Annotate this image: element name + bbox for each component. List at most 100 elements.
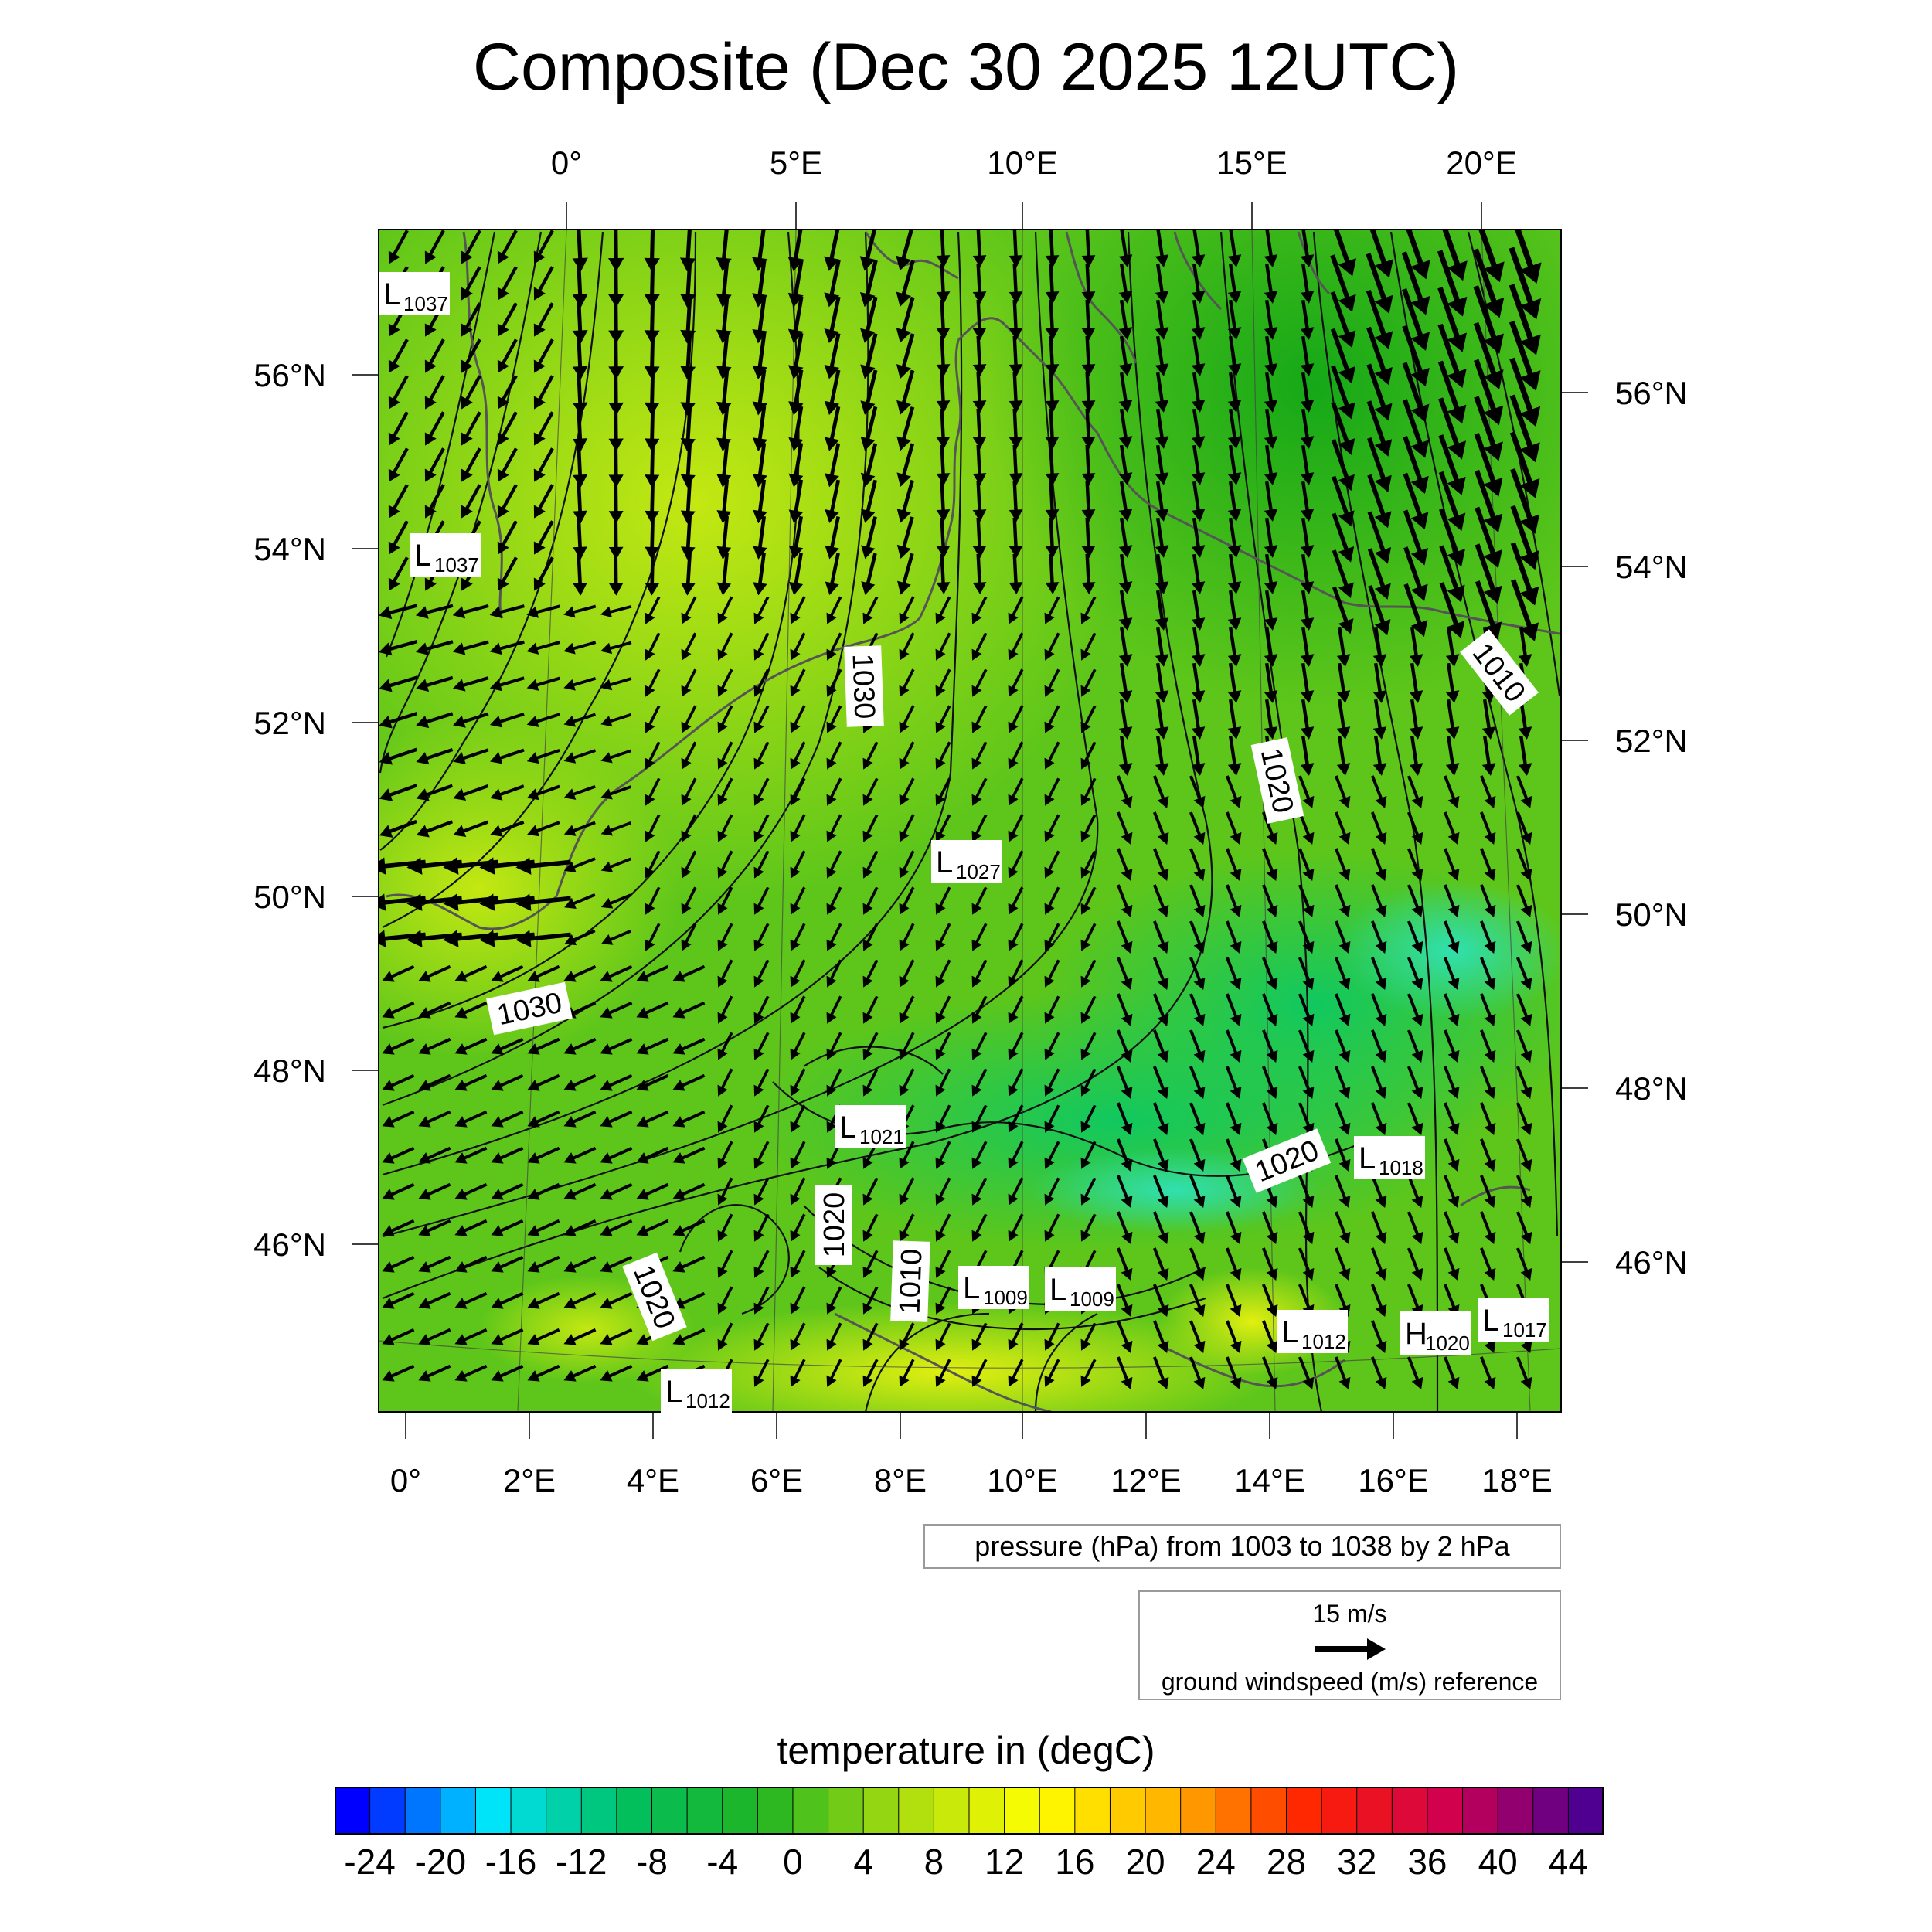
wind-arrow (1225, 1029, 1242, 1063)
wind-arrow (1406, 775, 1423, 809)
wind-arrow (1370, 884, 1387, 918)
wind-arrow (1261, 1066, 1278, 1100)
wind-arrow (1475, 543, 1502, 604)
wind-arrow (681, 705, 697, 733)
wind-arrow (972, 263, 987, 304)
wind-arrow (716, 442, 732, 488)
wind-arrow (899, 1068, 915, 1097)
wind-arrow (1403, 583, 1428, 638)
wind-arrow (600, 857, 631, 872)
wind-arrow (1044, 1032, 1060, 1060)
wind-arrow (1152, 1029, 1169, 1063)
wind-arrow (600, 1146, 633, 1164)
wind-arrow (1009, 517, 1023, 559)
wind-arrow (454, 1182, 488, 1200)
pressure-center-value: 1012 (1301, 1330, 1346, 1353)
wind-arrow (1045, 517, 1060, 559)
colorbar-bin (440, 1787, 477, 1835)
wind-arrow (896, 333, 915, 379)
wind-arrow (1300, 517, 1315, 558)
wind-arrow (379, 604, 418, 620)
wind-arrow (461, 230, 481, 264)
wind-arrow (1437, 360, 1467, 424)
wind-arrow (489, 604, 525, 619)
wind-arrow (971, 923, 988, 951)
wind-arrow (753, 923, 770, 951)
wind-arrow (1474, 359, 1504, 426)
wind-arrow (497, 266, 518, 301)
wind-arrow (645, 632, 661, 661)
wind-arrow (826, 814, 842, 842)
wind-arrow (1227, 735, 1242, 776)
wind-arrow (672, 1255, 706, 1273)
wind-arrow (717, 741, 733, 770)
wind-arrow (753, 1286, 770, 1315)
wind-arrow (1264, 626, 1278, 667)
pressure-center-type: L (1359, 1141, 1376, 1175)
wind-arrow (1116, 1284, 1133, 1318)
wind-arrow (788, 443, 804, 488)
wind-arrow (1334, 1356, 1351, 1390)
wind-arrow (563, 749, 596, 764)
wind-arrow (491, 1110, 524, 1128)
wind-arrow (971, 632, 988, 661)
wind-arrow (1372, 735, 1387, 776)
pressure-center-label: L 1009 (1045, 1267, 1116, 1311)
wind-arrow (826, 886, 842, 915)
wind-arrow (564, 857, 596, 872)
colorbar-bin (651, 1787, 689, 1835)
wind-arrow (1510, 505, 1539, 570)
isobar-line (864, 1312, 990, 1412)
colorbar-bin (1109, 1787, 1147, 1835)
wind-arrow (899, 632, 915, 661)
wind-arrow (1264, 299, 1278, 340)
wind-arrow (753, 1177, 770, 1206)
wind-arrow (461, 266, 481, 301)
colorbar-bin (369, 1787, 406, 1835)
pressure-center-value: 1009 (1070, 1287, 1114, 1311)
wind-arrow (563, 1037, 597, 1055)
wind-arrow (636, 1219, 669, 1236)
wind-arrow (645, 596, 661, 624)
wind-arrow (936, 372, 951, 413)
right-lat-ticks: 56°N 54°N 52°N 50°N 48°N 46°N (1561, 375, 1688, 1281)
wind-arrow (1367, 511, 1392, 564)
colorbar-bin (616, 1787, 653, 1835)
colorbar-bin (968, 1787, 1005, 1835)
wind-arrow (1227, 408, 1242, 449)
wind-arrow (1370, 1066, 1387, 1100)
wind-arrow (563, 1146, 597, 1164)
wind-arrow (1227, 553, 1242, 594)
wind-arrow (1080, 705, 1097, 733)
wind-arrow (1334, 993, 1351, 1027)
wind-arrow (1509, 394, 1540, 463)
wind-arrow (971, 1104, 988, 1133)
wind-arrow (862, 959, 879, 988)
wind-arrow (526, 748, 560, 764)
wind-arrow (826, 850, 842, 879)
wind-arrow (860, 369, 878, 415)
wind-arrow (1406, 1211, 1423, 1245)
wind-arrow (1044, 1322, 1060, 1351)
wind-arrow (491, 1037, 524, 1055)
wind-arrow (1189, 957, 1206, 991)
isobar-line (803, 1046, 944, 1075)
wind-arrow (563, 604, 597, 618)
wind-arrow (1334, 848, 1351, 882)
wind-arrow (1044, 632, 1060, 661)
wind-arrow (1045, 481, 1060, 522)
wind-arrow (935, 1286, 951, 1315)
wind-arrow (935, 596, 951, 624)
temperature-colorbar (335, 1787, 1604, 1835)
wind-arrow (461, 447, 481, 482)
wind-arrow (1402, 399, 1430, 458)
wind-arrow (826, 1286, 842, 1315)
wind-arrow (899, 886, 915, 915)
wind-arrow (453, 712, 489, 728)
wind-arrow (1189, 775, 1206, 809)
wind-arrow (971, 777, 988, 806)
wind-arrow (1401, 251, 1430, 315)
wind-arrow (1191, 230, 1206, 267)
wind-arrow (645, 553, 659, 596)
wind-arrow (1225, 775, 1242, 809)
